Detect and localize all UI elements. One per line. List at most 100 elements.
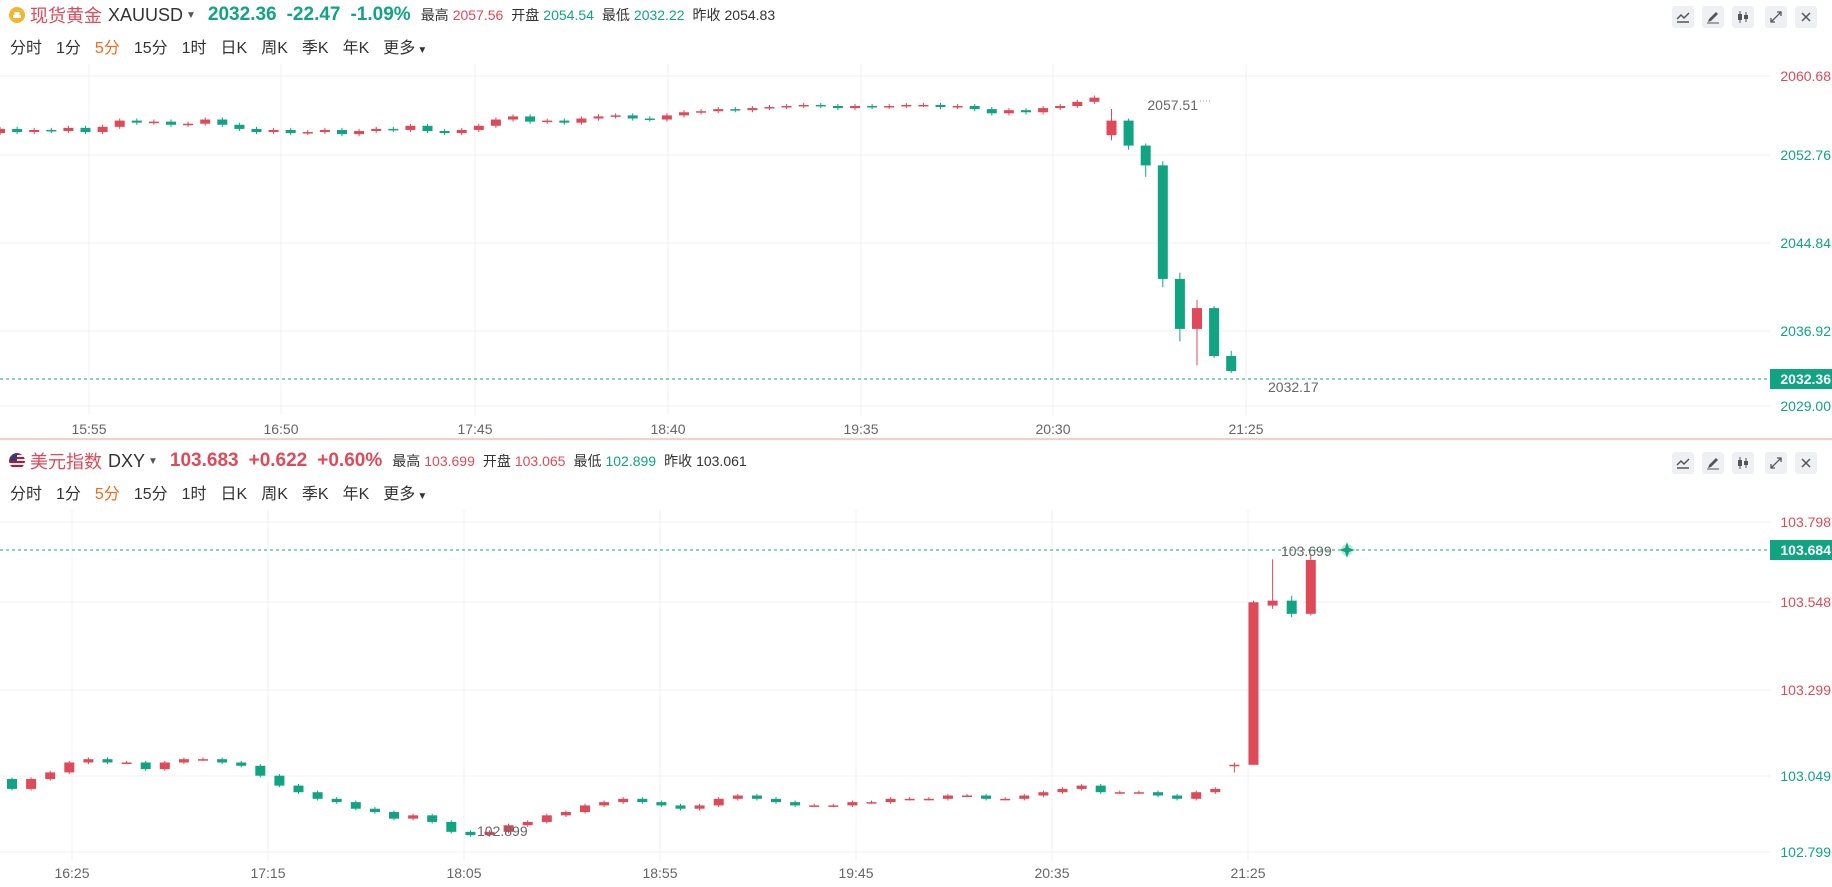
tab-yearly[interactable]: 年K [342, 486, 370, 503]
candle-body [268, 129, 279, 133]
draw-icon[interactable] [1702, 452, 1724, 474]
candle-body [542, 120, 553, 123]
tab-more[interactable]: 更多 ▼ [383, 34, 427, 58]
tab-1hour[interactable]: 1时 [181, 40, 207, 57]
candle-body [29, 129, 40, 133]
candle-body [1055, 106, 1066, 109]
candle-body [644, 118, 655, 120]
dxy-name[interactable]: 美元指数 [30, 452, 102, 472]
candle-body [560, 812, 571, 816]
candle-body [935, 104, 946, 108]
draw-icon[interactable] [1702, 6, 1724, 28]
gold-open-label: 开盘 [511, 7, 540, 23]
dxy-xtick-1: 17:15 [250, 865, 285, 881]
tab-5min[interactable]: 5分 [94, 486, 120, 503]
tab-quarterly[interactable]: 季K [301, 40, 329, 57]
candle-body [771, 798, 781, 803]
candle-body [1192, 308, 1202, 329]
tab-1min[interactable]: 1分 [56, 486, 81, 503]
candle-body [798, 104, 809, 107]
dxy-ytick-1: 103.548 [1780, 594, 1831, 610]
candle-body [319, 129, 330, 133]
close-icon[interactable] [1795, 6, 1817, 28]
candle-body [178, 759, 189, 763]
candle-body [159, 762, 170, 770]
tab-15min[interactable]: 15分 [133, 40, 168, 57]
candle-body [1140, 145, 1151, 166]
expand-icon[interactable] [1765, 452, 1787, 474]
gold-xtick-5: 20:30 [1035, 421, 1070, 437]
candle-body [331, 798, 342, 803]
candle-body [26, 778, 37, 789]
tab-fenshi[interactable]: 分时 [10, 486, 43, 503]
candle-body [405, 125, 416, 130]
tab-15min[interactable]: 15分 [133, 486, 168, 503]
dxy-open: 103.065 [514, 453, 566, 469]
tab-fenshi[interactable]: 分时 [10, 40, 43, 57]
gold-candles [0, 95, 1237, 373]
dxy-xtick-3: 18:55 [642, 865, 677, 881]
tab-weekly[interactable]: 周K [261, 486, 288, 503]
candle-body [1226, 356, 1237, 371]
candle-body [490, 119, 501, 126]
tab-daily[interactable]: 日K [220, 486, 248, 503]
candle-body [1191, 792, 1202, 799]
gold-code[interactable]: XAUUSD [108, 4, 184, 25]
panel-divider [0, 438, 1832, 440]
candle-type-icon[interactable] [1732, 6, 1754, 28]
chevron-down-icon: ▼ [417, 45, 428, 56]
candle-body [764, 107, 775, 109]
candle-body [0, 128, 5, 134]
candle-body [422, 125, 433, 131]
tab-quarterly[interactable]: 季K [301, 486, 329, 503]
candle-body [904, 798, 915, 801]
candle-type-icon[interactable] [1732, 452, 1754, 474]
tab-1hour[interactable]: 1时 [181, 486, 207, 503]
tab-yearly[interactable]: 年K [342, 40, 370, 57]
us-flag-icon [9, 453, 25, 469]
dxy-y-axis: 103.798 103.548 103.299 103.049 102.799 [1780, 514, 1831, 860]
expand-icon[interactable] [1765, 6, 1787, 28]
candle-body [1000, 798, 1011, 801]
gold-last-price-tag [1770, 369, 1832, 389]
candle-body [696, 111, 707, 113]
candle-body [541, 815, 552, 822]
tab-weekly[interactable]: 周K [261, 40, 288, 57]
candle-body [12, 128, 23, 133]
candle-body [809, 805, 820, 807]
tab-more[interactable]: 更多 ▼ [383, 480, 427, 504]
dxy-xtick-2: 18:05 [446, 865, 481, 881]
close-icon[interactable] [1795, 452, 1817, 474]
tab-5min[interactable]: 5分 [94, 40, 120, 57]
candle-body [1003, 110, 1014, 114]
candle-body [234, 124, 245, 129]
dxy-window-tools [1757, 452, 1817, 474]
candle-body [815, 104, 826, 107]
chevron-down-icon[interactable]: ▼ [186, 9, 196, 21]
tab-daily[interactable]: 日K [220, 40, 248, 57]
gold-chart[interactable]: 2060.68 2052.76 2044.84 2036.92 2029.00 … [0, 0, 1832, 438]
candle-body [1133, 792, 1144, 794]
dxy-chart[interactable]: 103.798 103.548 103.299 103.049 102.799 … [0, 446, 1832, 887]
dxy-low-label: 最低 [573, 453, 602, 469]
chevron-down-icon[interactable]: ▼ [148, 455, 158, 467]
candle-body [627, 115, 638, 119]
dxy-xtick-4: 19:45 [838, 865, 873, 881]
candle-body [1114, 792, 1125, 794]
gold-ytick-0: 2060.68 [1780, 68, 1831, 84]
candle-body [1153, 792, 1163, 796]
dxy-code[interactable]: DXY [108, 450, 146, 471]
gold-name[interactable]: 现货黄金 [30, 6, 102, 26]
gold-price: 2032.36 [207, 4, 277, 25]
tab-1min[interactable]: 1分 [56, 40, 81, 57]
candle-body [593, 116, 604, 119]
candle-body [867, 106, 878, 108]
indicator-icon[interactable] [1672, 6, 1694, 28]
candle-body [828, 805, 839, 807]
indicator-icon[interactable] [1672, 452, 1694, 474]
candle-body [832, 106, 843, 109]
dxy-grid [0, 510, 1770, 861]
dxy-ytick-2: 103.299 [1780, 682, 1831, 698]
candle-body [942, 795, 953, 799]
candle-body [97, 126, 108, 133]
